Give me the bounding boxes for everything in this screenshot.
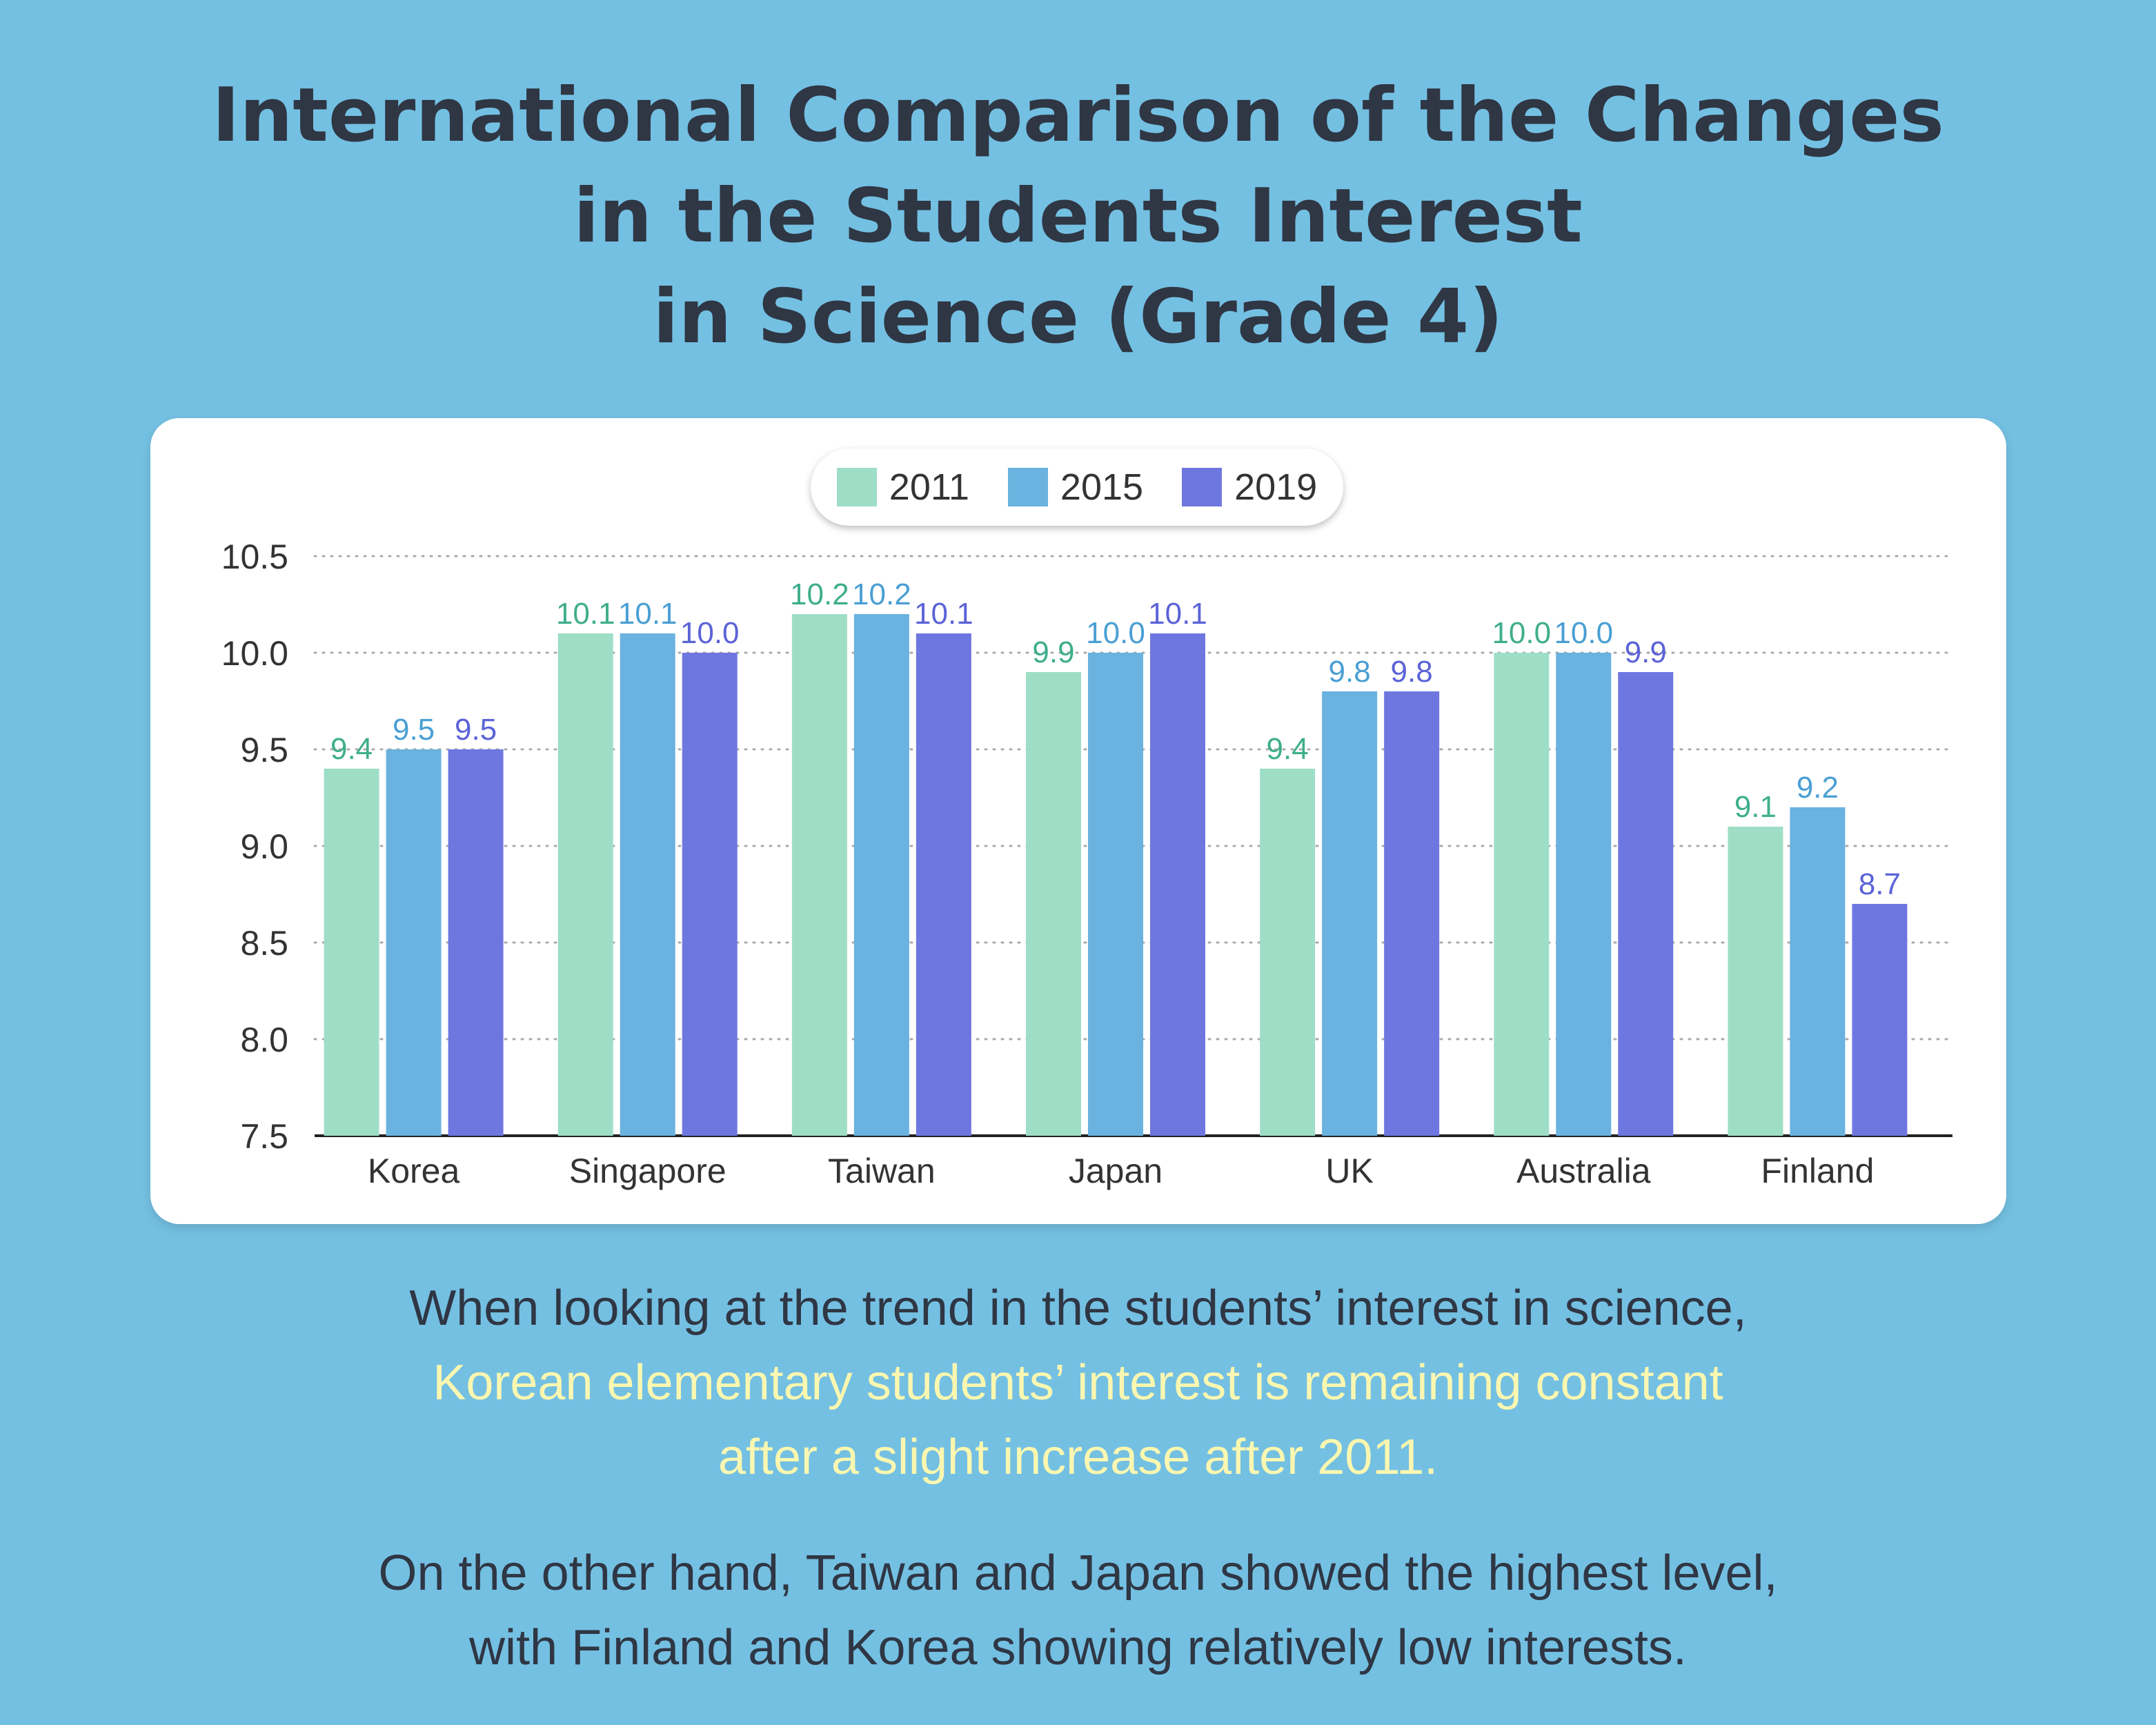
data-label: 10.2 (852, 578, 911, 611)
data-label: 10.1 (618, 597, 678, 631)
caption-paragraph-1: When looking at the trend in the student… (0, 1271, 2156, 1495)
bar-2011 (557, 633, 613, 1136)
data-label: 9.9 (1625, 635, 1667, 669)
y-tick-label: 9.0 (240, 827, 288, 866)
title-line-2: in the Students Interest (573, 173, 1583, 259)
legend-swatch-2015 (1007, 468, 1048, 506)
y-tick-label: 7.5 (240, 1117, 288, 1156)
bar-2019 (682, 653, 738, 1136)
bar-2015 (1088, 653, 1143, 1136)
legend-item-2015: 2015 (1007, 466, 1144, 509)
y-tick-label: 9.5 (240, 731, 288, 769)
bar-2011 (1260, 769, 1316, 1136)
data-label: 10.0 (1086, 616, 1145, 650)
data-label: 9.5 (393, 713, 435, 747)
caption-line: When looking at the trend in the student… (409, 1281, 1747, 1336)
x-tick-label: Japan (1069, 1152, 1163, 1190)
bar-2015 (853, 614, 909, 1136)
x-tick-label: UK (1325, 1152, 1373, 1190)
bar-2015 (1322, 691, 1378, 1136)
bar-2011 (791, 614, 847, 1136)
x-tick-label: Finland (1761, 1152, 1874, 1190)
data-label: 8.7 (1859, 867, 1901, 901)
data-label: 10.1 (556, 597, 615, 631)
legend-item-2019: 2019 (1182, 466, 1317, 509)
data-label: 9.4 (330, 732, 373, 766)
bar-2011 (324, 769, 379, 1136)
data-label: 9.1 (1734, 790, 1777, 824)
bar-2015 (620, 633, 675, 1136)
caption-line: On the other hand, Taiwan and Japan show… (378, 1546, 1778, 1601)
bar-2019 (916, 633, 971, 1136)
caption-highlight-line: after a slight increase after 2011. (718, 1430, 1438, 1485)
title-line-3: in Science (Grade 4) (653, 274, 1503, 360)
legend-label-2011: 2011 (889, 466, 969, 508)
data-label: 10.0 (1554, 616, 1613, 650)
data-label: 9.9 (1032, 635, 1074, 669)
legend-label-2019: 2019 (1234, 466, 1318, 508)
legend-label-2015: 2015 (1060, 466, 1144, 508)
data-label: 9.2 (1797, 771, 1839, 805)
bar-2015 (1790, 807, 1846, 1136)
bar-2019 (1852, 904, 1908, 1136)
bar-2019 (1618, 672, 1674, 1136)
y-tick-label: 8.5 (240, 924, 288, 963)
bar-2011 (1026, 672, 1081, 1136)
caption-highlight-line: Korean elementary students’ interest is … (433, 1355, 1723, 1410)
bar-2015 (386, 749, 442, 1136)
x-tick-label: Taiwan (828, 1152, 936, 1190)
y-tick-label: 10.5 (221, 538, 288, 576)
x-tick-label: Singapore (569, 1152, 726, 1190)
bar-2019 (448, 749, 504, 1136)
bar-2019 (1150, 633, 1205, 1136)
legend-item-2011: 2011 (836, 466, 969, 509)
bar-chart: 7.5 8.0 8.5 9.0 9.5 10.0 10.5 9.4 9.5 9.5 Korea 10.… (221, 538, 1954, 1190)
data-label: 9.5 (455, 713, 497, 747)
caption-paragraph-2: On the other hand, Taiwan and Japan show… (0, 1536, 2156, 1685)
y-tick-label: 10.0 (221, 634, 288, 673)
data-label: 10.1 (914, 597, 973, 631)
title-line-1: International Comparison of the Changes (212, 72, 1944, 159)
y-tick-label: 8.0 (240, 1021, 288, 1059)
bar-2015 (1556, 653, 1612, 1136)
x-tick-label: Australia (1516, 1152, 1651, 1190)
page-title: International Comparison of the Changes … (0, 66, 2156, 368)
bar-2019 (1384, 691, 1440, 1136)
data-label: 9.8 (1391, 655, 1433, 689)
data-label: 9.8 (1329, 655, 1371, 689)
x-tick-label: Korea (368, 1152, 460, 1190)
data-label: 10.2 (790, 578, 849, 611)
legend-swatch-2011 (836, 468, 877, 506)
data-label: 10.0 (680, 616, 740, 650)
legend-swatch-2019 (1182, 468, 1223, 506)
data-label: 9.4 (1267, 732, 1309, 766)
data-label: 10.1 (1148, 597, 1207, 631)
chart-legend: 2011 2015 2019 (811, 448, 1343, 526)
data-label: 10.0 (1492, 616, 1551, 650)
bar-2011 (1728, 827, 1783, 1136)
bar-2011 (1494, 653, 1550, 1136)
caption-line: with Finland and Korea showing relativel… (469, 1620, 1687, 1675)
